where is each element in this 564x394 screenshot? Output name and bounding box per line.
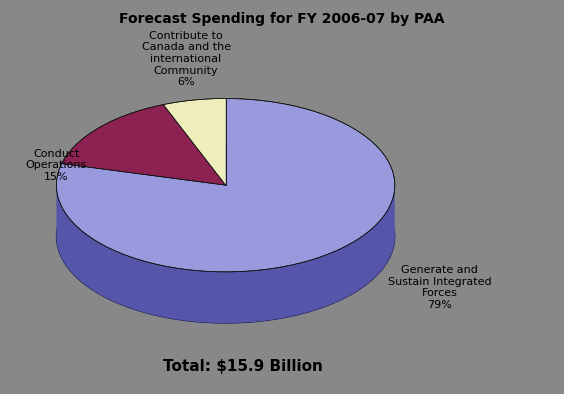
Text: Conduct
Operations
15%: Conduct Operations 15% [26,149,87,182]
Text: Contribute to
Canada and the
international
Community
6%: Contribute to Canada and the internation… [142,31,231,87]
Polygon shape [56,185,395,323]
Polygon shape [56,98,395,272]
Text: Forecast Spending for FY 2006-07 by PAA: Forecast Spending for FY 2006-07 by PAA [119,12,445,26]
Text: Total: $15.9 Billion: Total: $15.9 Billion [162,359,323,374]
Text: Generate and
Sustain Integrated
Forces
79%: Generate and Sustain Integrated Forces 7… [388,265,492,310]
Polygon shape [56,150,395,323]
Polygon shape [164,98,226,185]
Polygon shape [61,104,226,185]
